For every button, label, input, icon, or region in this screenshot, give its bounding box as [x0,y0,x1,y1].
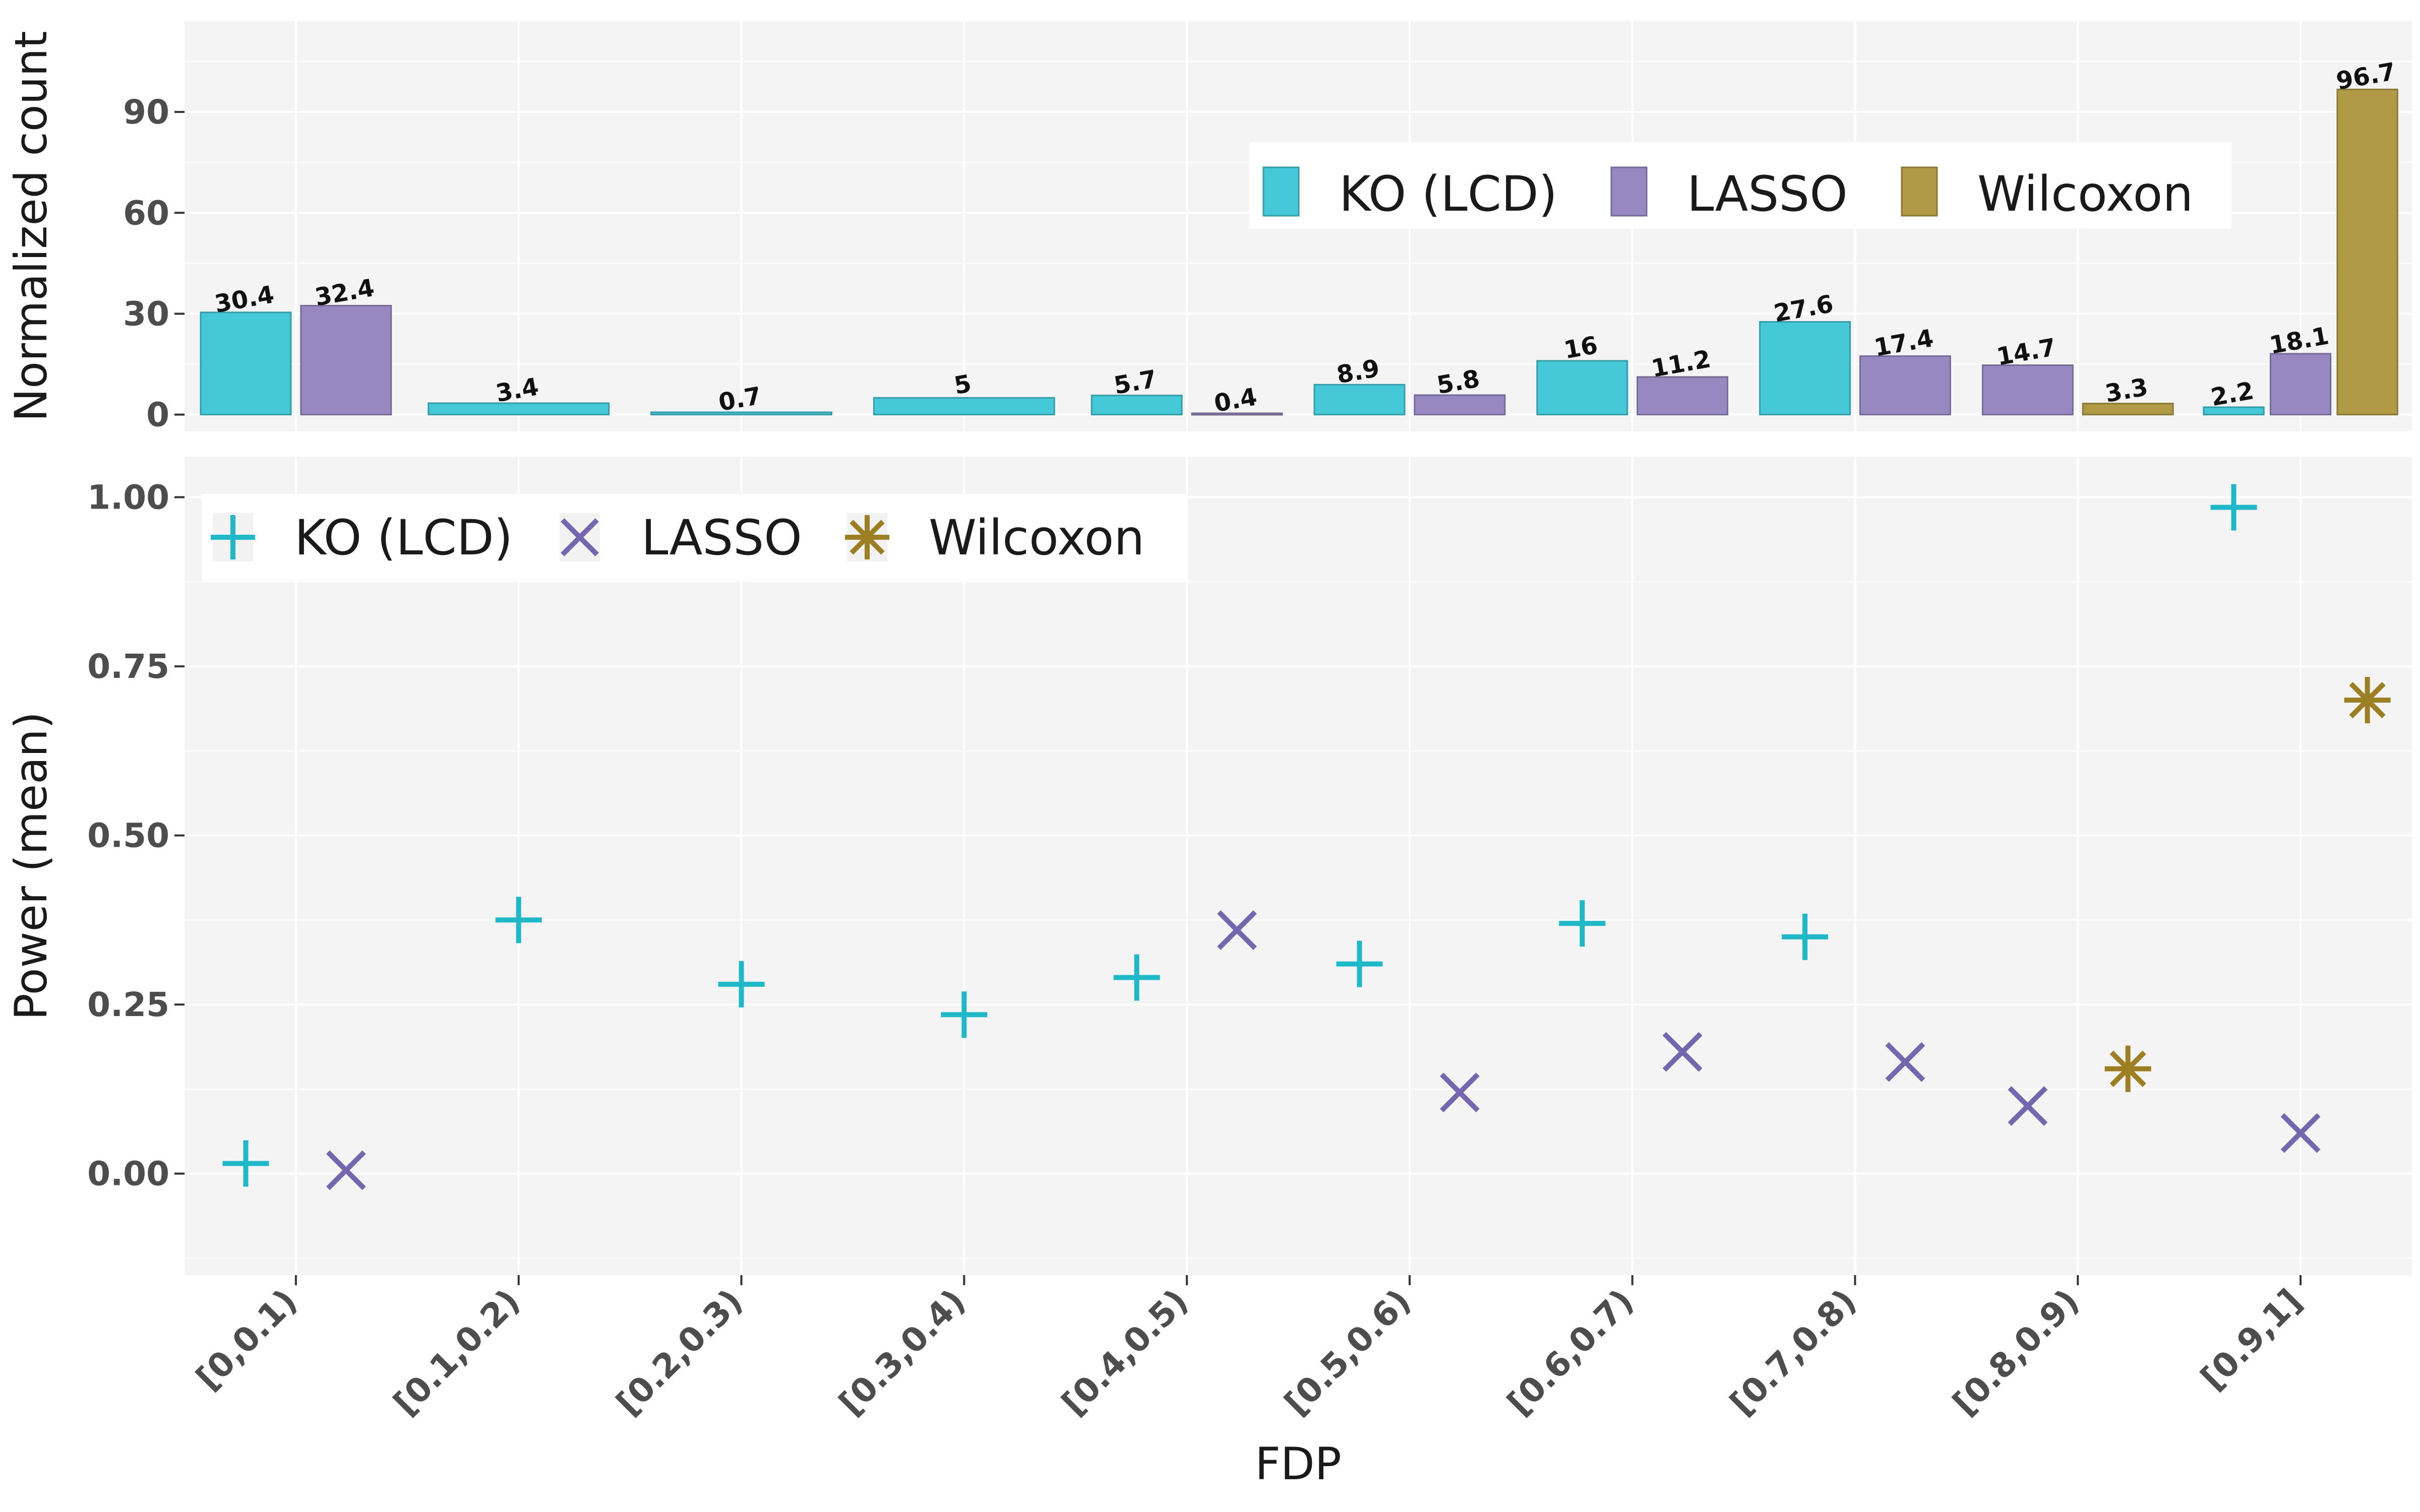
x-tick-labels: [0,0.1) [0.1,0.2) [0.2,0.3) [0.3,0.4) [0.4,0… [189,1275,2309,1423]
bar [1536,360,1628,416]
power-point-plus [222,1140,269,1187]
x-tick-label: [0.3,0.4) [831,1282,973,1423]
legend-label: Wilcoxon [929,510,1144,566]
power-y-axis-title: Power (mean) [5,712,57,1020]
power-point-cross [1439,1073,1480,1113]
bar [1981,364,2074,416]
y-tick-label: 0 [146,396,169,434]
power-y-ticks: 0.00 0.25 0.50 0.75 1.00 [87,478,185,1193]
x-axis-title: FDP [1255,1438,1341,1490]
bar [428,402,610,416]
y-tick-label: 0.00 [87,1155,169,1193]
bar [300,304,392,416]
legend-marker-star [845,515,889,559]
y-tick-label: 0.25 [87,985,169,1024]
count-y-axis-title: Normalized count [5,31,57,421]
x-tick-label: [0.1,0.2) [386,1282,527,1423]
power-point-cross [2008,1086,2048,1126]
count-y-ticks: 0 30 60 90 [123,93,185,434]
bar [650,411,832,416]
y-tick-label: 60 [123,194,169,232]
legend-item: LASSO [560,510,802,566]
legend-item: KO (LCD) [211,510,513,566]
y-tick-label: 0.75 [87,647,169,686]
bar [200,311,292,416]
legend-marker-cross [561,518,599,556]
power-point-plus [1559,900,1606,947]
count-legend: KO (LCD) LASSO Wilcoxon [1249,142,2231,229]
legend-label: KO (LCD) [294,510,513,566]
power-point-cross [1885,1042,1925,1082]
bar [1859,355,1951,416]
legend-swatch [1901,166,1938,217]
x-tick-label: [0.4,0.5) [1054,1282,1195,1423]
bar [1091,395,1183,416]
legend-box [202,494,1187,581]
power-panel: 0.00 0.25 0.50 0.75 1.00 Power (mean) KO (LC… [5,457,2412,1275]
bar [1313,384,1406,416]
bar [2082,403,2174,416]
legend-item: KO (LCD) [1262,166,1557,222]
legend-box [1249,142,2231,229]
x-tick-label: [0.9,1] [2193,1282,2309,1398]
power-panel-background [185,457,2412,1275]
legend-item: Wilcoxon [1901,166,2193,222]
bar [2336,88,2398,416]
bar [2269,353,2332,416]
legend-item: Wilcoxon [845,510,1144,566]
x-tick-label: [0.5,0.6) [1277,1282,1418,1423]
legend-swatch [1262,166,1300,217]
bar [1191,412,1283,416]
bar [1759,321,1851,416]
power-point-plus [941,991,988,1038]
power-point-plus [495,897,542,943]
bar [1637,376,1729,416]
count-panel: 30.4 32.43.4 0.7 5 5.70.48.9 5.816 11.227.617.… [5,21,2412,434]
power-markers [222,484,2391,1190]
x-tick-label: [0.7,0.8) [1723,1282,1864,1423]
count-bars [200,88,2398,416]
bar [2203,406,2265,416]
x-tick-label: [0.2,0.3) [609,1282,750,1423]
bar-value-label: 16 [1562,331,1600,365]
bar [873,397,1055,416]
y-tick-label: 90 [123,93,169,132]
bar [1414,394,1506,416]
power-legend: KO (LCD) LASSO Wilcoxon [202,494,1187,581]
power-point-star [2104,1045,2151,1092]
power-point-cross [326,1150,366,1190]
y-tick-label: 1.00 [87,478,169,517]
power-point-plus [1113,954,1160,1001]
legend-label: KO (LCD) [1339,166,1557,222]
power-point-cross [1662,1032,1703,1072]
legend-swatch [1610,166,1648,217]
power-point-plus [2210,484,2257,531]
power-point-cross [2280,1113,2321,1153]
legend-item: LASSO [1610,166,1848,222]
legend-label: Wilcoxon [1977,166,2193,222]
legend-label: LASSO [641,510,802,566]
x-tick-label: [0,0.1) [189,1282,305,1398]
x-tick-label: [0.6,0.7) [1500,1282,1641,1423]
power-point-cross [1217,910,1257,950]
power-point-plus [1336,940,1383,987]
x-tick-label: [0.8,0.9) [1945,1282,2086,1423]
power-point-star [2344,677,2391,724]
legend-label: LASSO [1687,166,1848,222]
y-tick-label: 0.50 [87,816,169,855]
power-point-plus [1782,913,1829,960]
power-point-plus [718,961,765,1007]
legend-marker-plus [211,515,255,559]
y-tick-label: 30 [123,294,169,333]
